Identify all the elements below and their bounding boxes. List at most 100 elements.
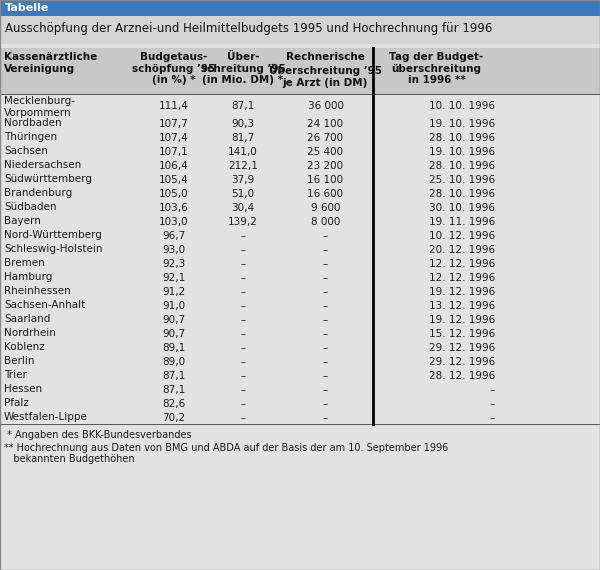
Text: –: –	[241, 245, 245, 255]
Bar	[0, 130, 600, 144]
Text: 10. 10. 1996: 10. 10. 1996	[429, 101, 495, 111]
Text: 87,1: 87,1	[163, 371, 185, 381]
Text: 20. 12. 1996: 20. 12. 1996	[429, 245, 495, 255]
Text: 90,7: 90,7	[163, 315, 185, 325]
Text: 13. 12. 1996: 13. 12. 1996	[429, 301, 495, 311]
Text: 36 000: 36 000	[308, 101, 343, 111]
Text: Sachsen: Sachsen	[4, 146, 48, 156]
Text: 16 100: 16 100	[307, 175, 344, 185]
Text: 15. 12. 1996: 15. 12. 1996	[429, 329, 495, 339]
Text: Rheinhessen: Rheinhessen	[4, 286, 71, 296]
Text: 51,0: 51,0	[232, 189, 254, 199]
Text: 81,7: 81,7	[232, 133, 254, 143]
Bar	[0, 44, 600, 48]
Text: * Angaben des BKK-Bundesverbandes: * Angaben des BKK-Bundesverbandes	[4, 430, 191, 440]
Bar	[0, 116, 600, 130]
Text: 25. 10. 1996: 25. 10. 1996	[429, 175, 495, 185]
Bar	[0, 382, 600, 396]
Text: Tabelle: Tabelle	[5, 3, 49, 13]
Text: Brandenburg: Brandenburg	[4, 188, 72, 198]
Text: Westfalen-Lippe: Westfalen-Lippe	[4, 412, 88, 422]
Text: 92,3: 92,3	[163, 259, 185, 269]
Text: 28. 10. 1996: 28. 10. 1996	[429, 189, 495, 199]
Text: 212,1: 212,1	[228, 161, 258, 171]
Text: –: –	[323, 245, 328, 255]
Text: Thüringen: Thüringen	[4, 132, 57, 142]
Text: –: –	[241, 385, 245, 395]
Text: Koblenz: Koblenz	[4, 342, 45, 352]
Text: Saarland: Saarland	[4, 314, 50, 324]
Bar	[0, 200, 600, 214]
Bar	[0, 228, 600, 242]
Text: Kassenärztliche
Vereinigung: Kassenärztliche Vereinigung	[4, 52, 97, 74]
Text: 25 400: 25 400	[307, 147, 344, 157]
Text: Bremen: Bremen	[4, 258, 45, 268]
Text: 89,0: 89,0	[163, 357, 185, 367]
Text: Nordbaden: Nordbaden	[4, 118, 62, 128]
Text: 91,0: 91,0	[163, 301, 185, 311]
Text: –: –	[323, 399, 328, 409]
Bar	[0, 48, 600, 94]
Text: Berlin: Berlin	[4, 356, 35, 366]
Text: Niedersachsen: Niedersachsen	[4, 160, 81, 170]
Text: Bayern: Bayern	[4, 216, 41, 226]
Text: –: –	[241, 259, 245, 269]
Bar	[0, 144, 600, 158]
Text: 24 100: 24 100	[307, 119, 344, 129]
Text: –: –	[241, 371, 245, 381]
Text: 107,4: 107,4	[159, 133, 189, 143]
Text: –: –	[323, 301, 328, 311]
Text: 30,4: 30,4	[232, 203, 254, 213]
Text: –: –	[241, 301, 245, 311]
Text: Rechnerische
Überschreitung ’95
je Arzt (in DM): Rechnerische Überschreitung ’95 je Arzt …	[269, 52, 382, 88]
Text: 106,4: 106,4	[159, 161, 189, 171]
Bar	[0, 0, 600, 16]
Text: 103,0: 103,0	[159, 217, 189, 227]
Text: –: –	[241, 413, 245, 423]
Text: 90,3: 90,3	[232, 119, 254, 129]
Text: 26 700: 26 700	[307, 133, 344, 143]
Text: –: –	[323, 413, 328, 423]
Bar	[0, 158, 600, 172]
Text: –: –	[490, 399, 495, 409]
Text: Schleswig-Holstein: Schleswig-Holstein	[4, 244, 103, 254]
Text: 19. 12. 1996: 19. 12. 1996	[429, 287, 495, 297]
Bar	[0, 312, 600, 326]
Text: bekannten Budgethöhen: bekannten Budgethöhen	[4, 454, 134, 464]
Text: –: –	[323, 231, 328, 241]
Bar	[0, 354, 600, 368]
Bar	[0, 410, 600, 424]
Text: 19. 11. 1996: 19. 11. 1996	[429, 217, 495, 227]
Text: 29. 12. 1996: 29. 12. 1996	[429, 357, 495, 367]
Text: –: –	[241, 273, 245, 283]
Text: 23 200: 23 200	[307, 161, 344, 171]
Text: 19. 12. 1996: 19. 12. 1996	[429, 315, 495, 325]
Text: 28. 12. 1996: 28. 12. 1996	[429, 371, 495, 381]
Bar	[0, 16, 600, 44]
Text: 10. 12. 1996: 10. 12. 1996	[429, 231, 495, 241]
Text: 70,2: 70,2	[163, 413, 185, 423]
Text: 107,7: 107,7	[159, 119, 189, 129]
Text: 19. 10. 1996: 19. 10. 1996	[429, 119, 495, 129]
Text: Mecklenburg-
Vorpommern: Mecklenburg- Vorpommern	[4, 96, 75, 117]
Text: Tag der Budget-
überschreitung
in 1996 **: Tag der Budget- überschreitung in 1996 *…	[389, 52, 484, 85]
Bar	[0, 368, 600, 382]
Text: Sachsen-Anhalt: Sachsen-Anhalt	[4, 300, 85, 310]
Text: –: –	[323, 329, 328, 339]
Text: 89,1: 89,1	[163, 343, 185, 353]
Text: Nord-Württemberg: Nord-Württemberg	[4, 230, 102, 240]
Text: 12. 12. 1996: 12. 12. 1996	[429, 259, 495, 269]
Bar	[0, 326, 600, 340]
Bar	[0, 186, 600, 200]
Text: –: –	[323, 357, 328, 367]
Text: 139,2: 139,2	[228, 217, 258, 227]
Text: 87,1: 87,1	[163, 385, 185, 395]
Text: Budgetaus-
schöpfung ’95
(in %) *: Budgetaus- schöpfung ’95 (in %) *	[133, 52, 215, 85]
Text: 141,0: 141,0	[228, 147, 258, 157]
Text: Hessen: Hessen	[4, 384, 42, 394]
Text: 19. 10. 1996: 19. 10. 1996	[429, 147, 495, 157]
Text: 91,2: 91,2	[163, 287, 185, 297]
Text: –: –	[241, 329, 245, 339]
Bar	[0, 396, 600, 410]
Text: 103,6: 103,6	[159, 203, 189, 213]
